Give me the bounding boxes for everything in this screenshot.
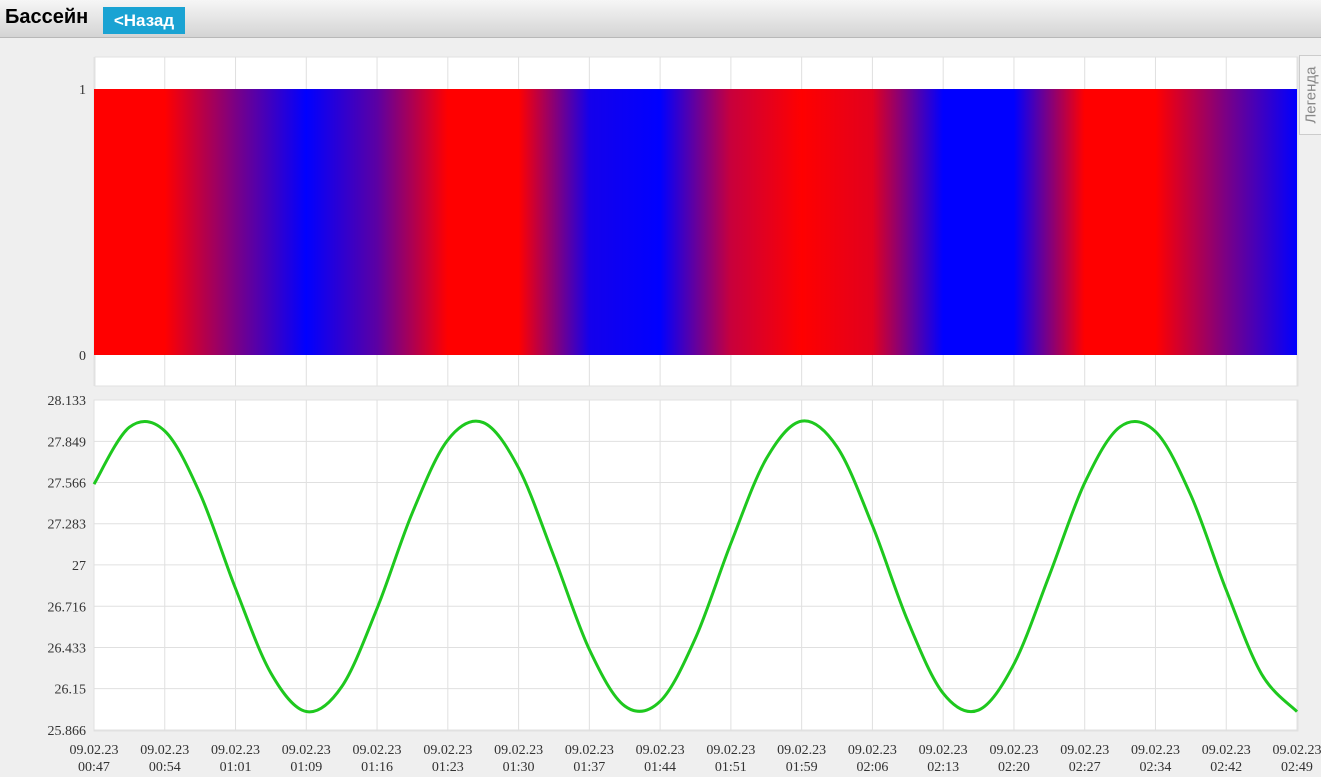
x-tick-label: 09.02.23 00:54	[140, 743, 189, 775]
x-tick-time: 01:30	[503, 760, 535, 775]
x-tick-date: 09.02.23	[636, 743, 685, 758]
x-tick-label: 09.02.23 01:51	[706, 743, 755, 775]
x-tick-time: 01:09	[290, 760, 322, 775]
legend-tab[interactable]: Легенда	[1299, 55, 1321, 135]
x-tick-date: 09.02.23	[353, 743, 402, 758]
y-tick-label: 28.133	[48, 394, 87, 409]
x-tick-label: 09.02.23 01:01	[211, 743, 260, 775]
x-tick-label: 09.02.23 00:47	[70, 743, 119, 775]
x-tick-label: 09.02.23 02:13	[919, 743, 968, 775]
y-tick-label: 26.15	[55, 683, 87, 698]
x-tick-date: 09.02.23	[777, 743, 826, 758]
x-tick-date: 09.02.23	[1131, 743, 1180, 758]
x-tick-time: 02:13	[927, 760, 959, 775]
x-tick-time: 01:51	[715, 760, 747, 775]
x-tick-label: 09.02.23 01:37	[565, 743, 614, 775]
header-bar: Бассейн <Назад	[0, 0, 1321, 38]
x-tick-time: 01:59	[786, 760, 818, 775]
x-tick-time: 02:34	[1140, 760, 1172, 775]
y-tick-label: 1	[79, 83, 86, 98]
x-tick-time: 01:37	[573, 760, 605, 775]
x-tick-date: 09.02.23	[1060, 743, 1109, 758]
y-tick-label: 25.866	[48, 724, 87, 739]
x-tick-time: 00:54	[149, 760, 181, 775]
x-tick-time: 01:44	[644, 760, 676, 775]
x-tick-label: 09.02.23 01:44	[636, 743, 685, 775]
x-tick-time: 02:06	[856, 760, 888, 775]
x-tick-date: 09.02.23	[70, 743, 119, 758]
signal-band	[94, 89, 1297, 355]
x-tick-date: 09.02.23	[494, 743, 543, 758]
x-tick-label: 09.02.23 02:06	[848, 743, 897, 775]
x-tick-label: 09.02.23 01:09	[282, 743, 331, 775]
y-tick-label: 26.716	[48, 600, 87, 615]
y-tick-label: 27	[72, 559, 86, 574]
x-tick-label: 09.02.23 02:49	[1273, 743, 1321, 775]
x-tick-date: 09.02.23	[1273, 743, 1321, 758]
x-tick-date: 09.02.23	[140, 743, 189, 758]
x-tick-label: 09.02.23 01:23	[423, 743, 472, 775]
x-tick-date: 09.02.23	[282, 743, 331, 758]
x-tick-date: 09.02.23	[423, 743, 472, 758]
x-tick-date: 09.02.23	[211, 743, 260, 758]
x-tick-label: 09.02.23 01:59	[777, 743, 826, 775]
x-tick-label: 09.02.23 01:16	[353, 743, 402, 775]
x-tick-time: 01:23	[432, 760, 464, 775]
x-tick-time: 02:20	[998, 760, 1030, 775]
back-button[interactable]: <Назад	[103, 7, 185, 34]
legend-tab-label: Легенда	[1302, 66, 1319, 124]
y-tick-label: 26.433	[48, 641, 87, 656]
x-tick-date: 09.02.23	[848, 743, 897, 758]
x-tick-time: 00:47	[78, 760, 110, 775]
y-tick-label: 0	[79, 349, 86, 364]
x-tick-date: 09.02.23	[919, 743, 968, 758]
temperature-line	[92, 419, 1299, 714]
x-tick-time: 01:16	[361, 760, 393, 775]
x-tick-time: 02:49	[1281, 760, 1313, 775]
x-tick-date: 09.02.23	[1202, 743, 1251, 758]
x-tick-label: 09.02.23 02:27	[1060, 743, 1109, 775]
x-tick-date: 09.02.23	[989, 743, 1038, 758]
x-tick-time: 02:27	[1069, 760, 1101, 775]
y-tick-label: 27.849	[48, 435, 87, 450]
x-tick-time: 02:42	[1210, 760, 1242, 775]
x-tick-time: 01:01	[220, 760, 252, 775]
page-title: Бассейн	[5, 6, 89, 28]
x-tick-label: 09.02.23 02:20	[989, 743, 1038, 775]
x-tick-label: 09.02.23 01:30	[494, 743, 543, 775]
x-tick-date: 09.02.23	[565, 743, 614, 758]
y-tick-label: 27.566	[48, 477, 87, 492]
x-tick-label: 09.02.23 02:34	[1131, 743, 1180, 775]
x-tick-date: 09.02.23	[706, 743, 755, 758]
y-tick-label: 27.283	[48, 518, 87, 533]
x-tick-label: 09.02.23 02:42	[1202, 743, 1251, 775]
